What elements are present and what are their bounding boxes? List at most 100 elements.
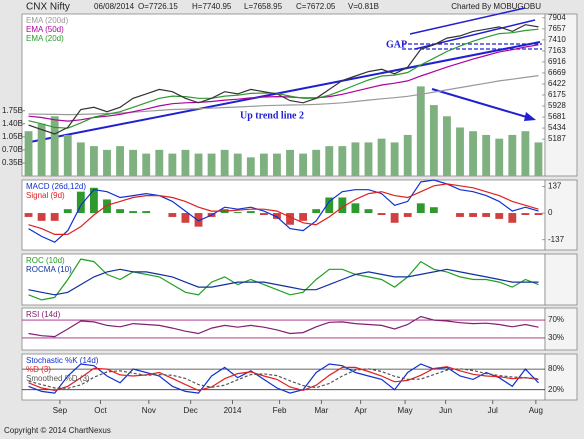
bar bbox=[24, 131, 33, 176]
y-tick-label: 6175 bbox=[548, 90, 566, 99]
bar bbox=[429, 207, 438, 214]
bar bbox=[155, 149, 164, 176]
channel-line bbox=[409, 7, 526, 35]
x-tick-label: May bbox=[398, 406, 413, 415]
bar bbox=[429, 105, 438, 176]
bar bbox=[168, 213, 177, 217]
x-tick-label: Aug bbox=[529, 406, 543, 415]
y-tick-label: 70% bbox=[548, 315, 564, 324]
x-tick-label: 2014 bbox=[224, 406, 242, 415]
header-credit: Charted By MOBUGOBU bbox=[451, 2, 541, 11]
x-tick-label: Nov bbox=[142, 406, 156, 415]
bar bbox=[194, 213, 203, 227]
header-volume: V=0.81B bbox=[348, 2, 379, 11]
y-tick-label: 20% bbox=[548, 385, 564, 394]
y2-tick-label: 1.05B bbox=[2, 132, 23, 141]
bar bbox=[325, 146, 334, 176]
axis-strip bbox=[544, 353, 578, 401]
y-tick-label: 6669 bbox=[548, 68, 566, 77]
legend-entry: Smoothed %D (3) bbox=[26, 374, 90, 383]
bar bbox=[495, 213, 504, 219]
y-tick-label: 0 bbox=[548, 208, 553, 217]
bar bbox=[129, 149, 138, 176]
bar bbox=[116, 146, 124, 176]
bar bbox=[521, 131, 530, 176]
legend-entry: EMA (20d) bbox=[26, 34, 64, 43]
y-tick-label: 5187 bbox=[548, 134, 566, 143]
legend-entry: EMA (50d) bbox=[26, 25, 64, 34]
bar bbox=[338, 197, 347, 214]
axis-strip bbox=[544, 179, 578, 251]
bar bbox=[181, 213, 190, 223]
bar bbox=[63, 209, 72, 214]
bar bbox=[403, 134, 412, 176]
x-tick-label: Dec bbox=[184, 406, 198, 415]
series-line bbox=[28, 24, 539, 135]
bar bbox=[37, 123, 46, 176]
volume-arrow bbox=[431, 88, 531, 119]
bar bbox=[364, 142, 373, 176]
bar bbox=[390, 213, 399, 223]
panel-frame bbox=[21, 253, 546, 306]
y-tick-label: 5434 bbox=[548, 123, 566, 132]
bar bbox=[495, 138, 504, 176]
y-tick-label: 7163 bbox=[548, 46, 566, 55]
series-line bbox=[28, 179, 539, 243]
bar bbox=[299, 213, 308, 221]
annotation: GAP bbox=[386, 39, 407, 50]
legend-entry: %D (3) bbox=[26, 365, 51, 374]
series-line bbox=[28, 258, 539, 301]
bar bbox=[273, 153, 281, 176]
bar bbox=[103, 199, 111, 214]
x-tick-label: Sep bbox=[53, 406, 68, 415]
header-close: C=7672.05 bbox=[296, 2, 336, 11]
bar bbox=[233, 212, 242, 214]
axis-strip bbox=[544, 253, 578, 306]
series-line bbox=[28, 183, 539, 235]
bar bbox=[482, 134, 491, 176]
bar bbox=[129, 211, 138, 214]
bar bbox=[246, 157, 255, 176]
x-tick-label: Oct bbox=[94, 406, 107, 415]
bar bbox=[142, 211, 151, 214]
footer: Copyright © 2014 ChartNexus bbox=[4, 426, 111, 435]
bar bbox=[168, 153, 177, 176]
y2-tick-label: 0.70B bbox=[2, 145, 23, 154]
bar bbox=[364, 209, 373, 214]
bar bbox=[508, 134, 517, 176]
bar bbox=[351, 203, 360, 214]
bar bbox=[377, 138, 386, 176]
series-line bbox=[28, 268, 539, 296]
bar bbox=[24, 213, 33, 217]
bar bbox=[312, 209, 321, 214]
bar bbox=[259, 213, 268, 215]
y-tick-label: 137 bbox=[548, 182, 562, 191]
bar bbox=[207, 153, 216, 176]
legend-entry: ROCMA (10) bbox=[26, 265, 72, 274]
series-line bbox=[28, 366, 539, 392]
y-tick-label: 80% bbox=[548, 364, 564, 373]
x-tick-label: Jul bbox=[488, 406, 498, 415]
bar bbox=[37, 213, 46, 221]
bar bbox=[456, 127, 464, 176]
bar bbox=[246, 211, 255, 214]
x-tick-label: Feb bbox=[273, 406, 287, 415]
x-tick-label: Jun bbox=[439, 406, 452, 415]
bar bbox=[443, 116, 451, 176]
y-tick-label: -137 bbox=[548, 235, 565, 244]
bar bbox=[469, 131, 478, 176]
axis-strip bbox=[544, 13, 578, 177]
bar bbox=[416, 86, 425, 176]
bar bbox=[521, 213, 530, 215]
legend-entry: RSI (14d) bbox=[26, 310, 61, 319]
bar bbox=[273, 213, 281, 219]
bar bbox=[286, 149, 294, 176]
trend-line bbox=[29, 41, 541, 143]
legend-entry: Signal (9d) bbox=[26, 191, 65, 200]
series-line bbox=[28, 315, 539, 338]
header-low: L=7658.95 bbox=[244, 2, 283, 11]
y2-tick-label: 1.75B bbox=[2, 106, 23, 115]
bar bbox=[351, 142, 360, 176]
bar bbox=[181, 149, 190, 176]
bar bbox=[286, 213, 294, 225]
